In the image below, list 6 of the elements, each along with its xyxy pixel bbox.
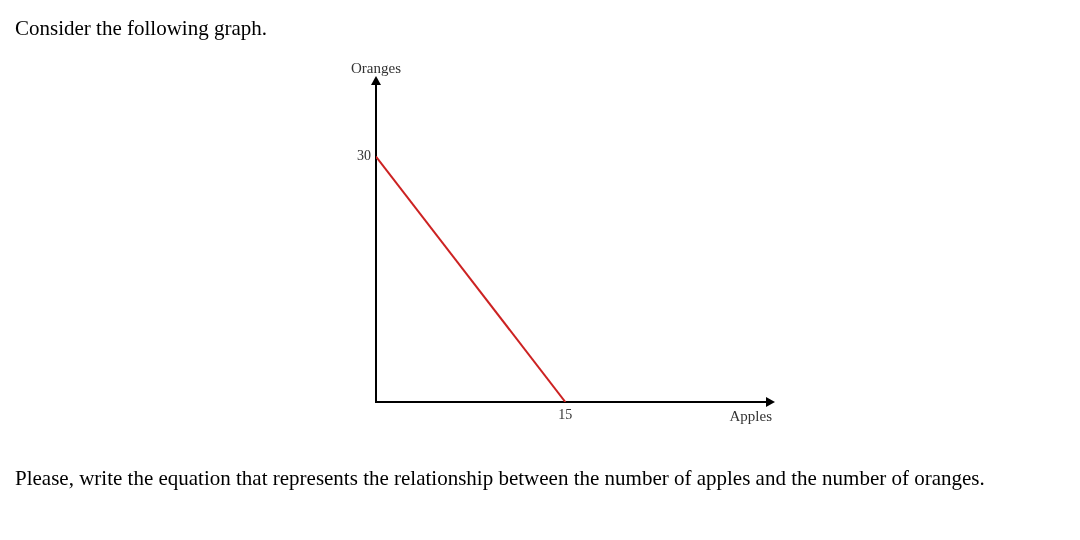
x-axis-title: Apples — [729, 408, 773, 425]
text: 15 — [558, 406, 573, 422]
text: Consider the following graph. — [15, 16, 267, 41]
text: Please, write the equation that represents the relationship between the number of apples and the number of oranges. — [15, 465, 986, 492]
text: 30 — [357, 148, 371, 164]
text: Oranges — [351, 60, 402, 77]
